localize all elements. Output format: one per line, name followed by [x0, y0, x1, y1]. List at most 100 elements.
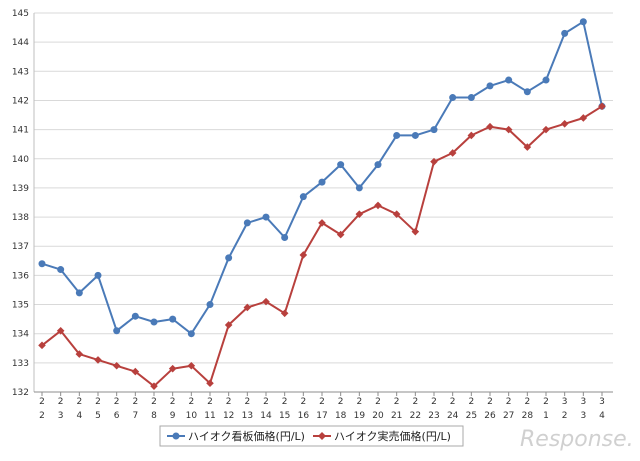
- series-2-point: [318, 219, 326, 227]
- x-tick-label-day: 4: [599, 411, 605, 421]
- series-2-point: [542, 125, 550, 134]
- x-tick-label-month: 2: [450, 397, 456, 407]
- series-layer: [38, 18, 606, 390]
- y-tick-label: 136: [12, 271, 29, 281]
- series-1-point: [281, 233, 289, 241]
- series-1: [38, 18, 606, 338]
- series-2-point: [280, 309, 289, 318]
- series-2-point: [355, 210, 364, 218]
- x-tick-label-month: 2: [487, 397, 493, 407]
- series-1-point: [243, 219, 251, 227]
- series-1-point: [262, 213, 270, 221]
- x-tick-label-day: 20: [372, 411, 384, 421]
- series-2-point: [243, 303, 252, 312]
- y-tick-label: 139: [12, 184, 29, 194]
- x-tick-label-day: 3: [58, 411, 64, 421]
- y-tick-label: 142: [12, 96, 29, 106]
- x-tick-label-month: 3: [580, 397, 586, 407]
- series-2-point: [75, 350, 84, 358]
- series-1-point: [505, 76, 513, 84]
- x-tick-label-month: 3: [599, 397, 605, 407]
- series-2-point: [411, 227, 420, 236]
- series-2-point: [131, 367, 140, 376]
- x-tick-label-day: 28: [522, 411, 534, 421]
- x-tick-label-month: 2: [39, 397, 45, 407]
- series-1-point: [94, 271, 102, 279]
- x-tick-label-month: 2: [76, 397, 82, 407]
- series-2-point: [206, 379, 214, 388]
- x-tick-label-day: 13: [242, 411, 253, 421]
- x-tick-label-day: 6: [114, 411, 120, 421]
- x-tick-label-month: 2: [300, 397, 306, 407]
- legend-series-1-marker: [172, 432, 180, 440]
- series-2-point: [38, 341, 46, 350]
- x-tick-label-day: 14: [260, 411, 272, 421]
- x-tick-label-day: 12: [223, 411, 234, 421]
- series-1-point: [486, 82, 494, 90]
- x-tick-label-month: 2: [244, 397, 250, 407]
- y-tick-label: 144: [12, 38, 29, 48]
- series-2-point: [224, 321, 233, 329]
- x-tick-label-day: 8: [151, 411, 157, 421]
- x-tick-label-month: 2: [506, 397, 512, 407]
- series-1-point: [449, 94, 457, 102]
- x-tick-label-day: 9: [170, 411, 176, 421]
- x-tick-label-month: 2: [543, 397, 549, 407]
- x-tick-label-month: 2: [207, 397, 213, 407]
- x-tick-label-month: 2: [282, 397, 288, 407]
- x-tick-label-month: 2: [151, 397, 157, 407]
- x-tick-label-month: 2: [95, 397, 101, 407]
- x-tick-label-month: 2: [338, 397, 344, 407]
- series-1-point: [150, 318, 158, 326]
- x-tick-label-day: 24: [447, 411, 459, 421]
- x-tick-label-day: 27: [503, 411, 514, 421]
- y-tick-label: 135: [12, 301, 29, 311]
- y-tick-label: 133: [12, 359, 29, 369]
- series-1-point: [38, 260, 46, 268]
- legend-series-2-label: ハイオク実売価格(円/L): [334, 429, 451, 443]
- series-2-point: [579, 114, 588, 122]
- x-tick-label-month: 2: [132, 397, 138, 407]
- y-tick-label: 141: [12, 126, 29, 136]
- series-2-point: [112, 361, 121, 370]
- y-tick-label: 143: [12, 67, 29, 77]
- x-tick-label-month: 3: [562, 397, 568, 407]
- series-1-point: [318, 178, 326, 186]
- x-tick-label-day: 22: [410, 411, 421, 421]
- x-tick-label-month: 2: [394, 397, 400, 407]
- x-tick-label-day: 15: [279, 411, 290, 421]
- series-1-point: [561, 29, 569, 37]
- x-tick-label-day: 16: [298, 411, 310, 421]
- series-1-point: [430, 126, 438, 134]
- series-1-point: [523, 88, 531, 96]
- series-2-point: [374, 201, 382, 210]
- y-tick-label: 138: [12, 213, 29, 223]
- y-axis: 132 133 134 135 136 137 138 139 140 141 142 143 144 1…: [12, 9, 35, 398]
- grid-lines: [34, 12, 613, 393]
- series-2-point: [262, 297, 270, 306]
- x-tick-label-day: 11: [204, 411, 215, 421]
- x-tick-label-day: 3: [580, 411, 586, 421]
- series-2-point: [168, 364, 177, 373]
- series-1-point: [393, 131, 401, 139]
- x-tick-label-month: 2: [263, 397, 269, 407]
- x-tick-label-month: 2: [58, 397, 64, 407]
- x-tick-label-day: 7: [132, 411, 138, 421]
- x-tick-label-day: 21: [391, 411, 402, 421]
- x-tick-label-day: 10: [186, 411, 198, 421]
- legend-series-2-marker: [318, 432, 326, 440]
- series-1-point: [467, 94, 475, 102]
- series-1-point: [299, 193, 307, 201]
- x-tick-label-day: 2: [39, 411, 45, 421]
- series-2-point: [523, 143, 532, 151]
- series-1-line: [41, 20, 603, 335]
- series-1-point: [113, 327, 121, 335]
- series-1-point: [131, 312, 139, 320]
- series-2-point: [448, 149, 457, 157]
- series-2-point: [336, 230, 345, 239]
- x-tick-label-month: 2: [412, 397, 418, 407]
- x-tick-label-month: 2: [170, 397, 176, 407]
- watermark-text: Response.: [520, 427, 634, 452]
- series-1-point: [187, 330, 195, 338]
- x-tick-label-month: 2: [114, 397, 120, 407]
